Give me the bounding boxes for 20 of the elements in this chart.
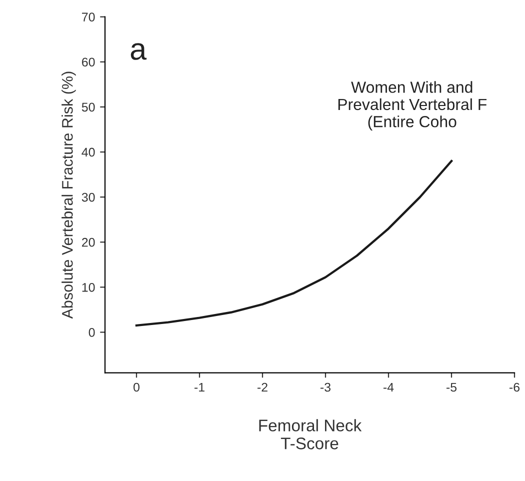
- y-tick-label: 0: [88, 328, 95, 337]
- y-tick-label: 60: [82, 58, 95, 67]
- x-tick-label: -4: [384, 382, 394, 392]
- annotation: a: [130, 43, 147, 60]
- line-series: [135, 160, 453, 327]
- y-axis-title: Absolute Vertebral Fracture Risk (%): [62, 72, 76, 319]
- y-tick-label: 40: [82, 148, 95, 157]
- annotation: Women With and Prevalent Vertebral F (Entire Coho: [338, 81, 487, 130]
- y-tick-label: 70: [82, 12, 95, 22]
- x-tick-label: -1: [194, 382, 204, 392]
- x-axis-title: Femoral Neck T-Score: [259, 419, 362, 450]
- y-tick-label: 20: [82, 238, 95, 247]
- x-tick-label: 0: [134, 382, 140, 392]
- y-tick-label: 10: [82, 282, 95, 292]
- y-tick-label: 50: [82, 102, 95, 112]
- y-tick-label: 30: [82, 192, 95, 202]
- x-tick-label: -3: [320, 382, 331, 392]
- x-tick-label: -5: [446, 382, 457, 392]
- x-tick-label: -6: [510, 382, 520, 392]
- x-tick-label: -2: [258, 382, 268, 392]
